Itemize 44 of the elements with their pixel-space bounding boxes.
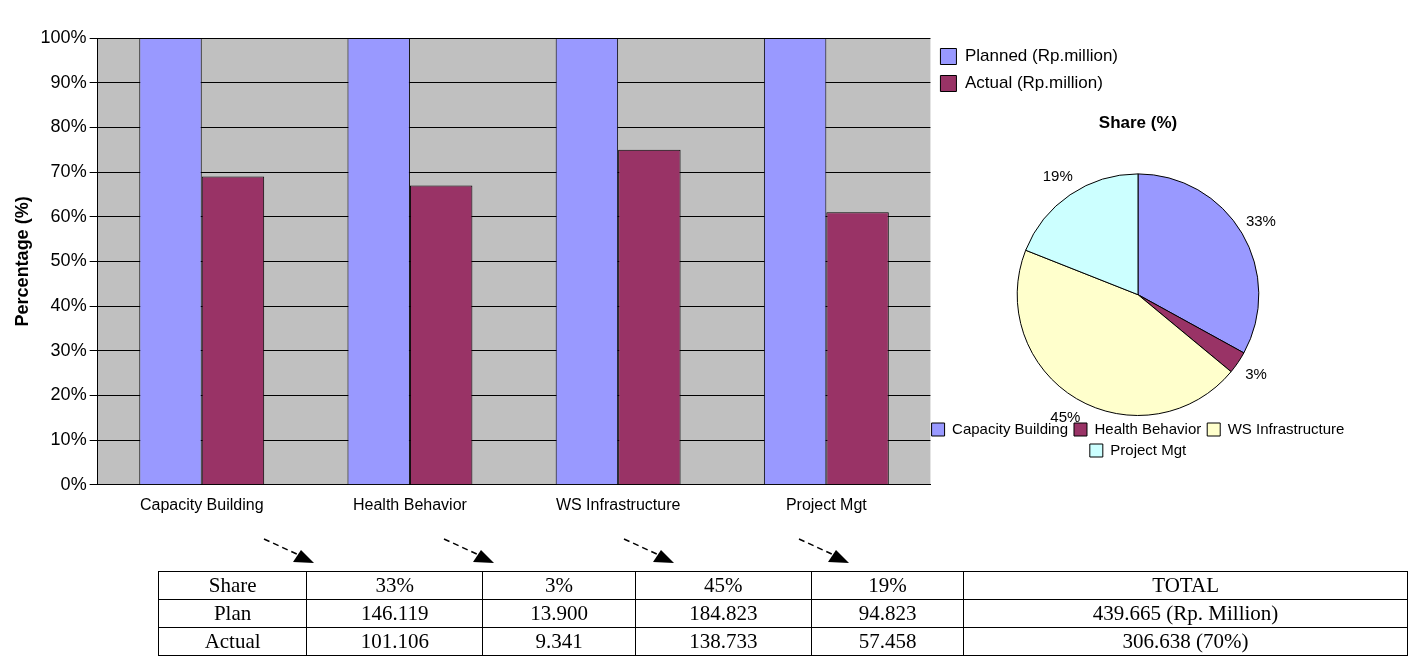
text: 439.665 (Rp. Million) <box>1092 601 1279 625</box>
legend-label: Planned (Rp.million) <box>964 46 1119 66</box>
y-tick-label: 60% <box>50 205 87 226</box>
y-axis-title: Percentage (%) <box>11 196 32 327</box>
text: 94.823 <box>858 601 917 625</box>
text: 146.119 <box>361 601 429 625</box>
chart-title: Share (%) <box>1098 112 1178 132</box>
text: 13.900 <box>530 601 588 625</box>
y-tick-label: 70% <box>50 161 87 182</box>
text: 45% <box>704 573 743 597</box>
category-label: Share <box>208 573 257 597</box>
text: 306.638 (70%) <box>1122 629 1249 653</box>
y-tick-label: 100% <box>40 26 87 47</box>
text: 101.106 <box>360 629 429 653</box>
y-tick-label: 20% <box>50 384 87 405</box>
category-label: Plan <box>213 601 252 625</box>
text: TOTAL <box>1152 573 1219 597</box>
x-tick-label: Project Mgt <box>785 495 868 513</box>
text: 3% <box>545 573 574 597</box>
data-label: 19% <box>1042 166 1073 184</box>
legend-label: Project Mgt <box>1110 440 1188 458</box>
y-tick-label: 0% <box>60 473 87 494</box>
text: 57.458 <box>858 629 917 653</box>
category-label: Actual <box>204 629 261 653</box>
y-tick-label: 50% <box>50 250 87 271</box>
y-tick-label: 30% <box>50 339 87 360</box>
text: 19% <box>868 573 907 597</box>
legend-label: Actual (Rp.million) <box>964 73 1103 93</box>
y-tick-label: 40% <box>50 295 87 316</box>
text: 138.733 <box>689 629 758 653</box>
data-label: 33% <box>1245 212 1276 230</box>
data-label: 45% <box>1050 407 1081 425</box>
x-tick-label: WS Infrastructure <box>555 495 681 513</box>
x-tick-label: Health Behavior <box>353 495 468 513</box>
text: 9.341 <box>535 629 583 653</box>
x-tick-label: Capacity Building <box>139 495 264 513</box>
legend-label: Health Behavior <box>1094 419 1202 437</box>
y-tick-label: 90% <box>50 71 87 92</box>
y-tick-label: 80% <box>50 116 87 137</box>
text: 184.823 <box>689 601 758 625</box>
legend-label: WS Infrastructure <box>1227 419 1345 437</box>
y-tick-label: 10% <box>50 429 87 450</box>
text: 33% <box>375 573 415 597</box>
data-label: 3% <box>1245 365 1267 383</box>
